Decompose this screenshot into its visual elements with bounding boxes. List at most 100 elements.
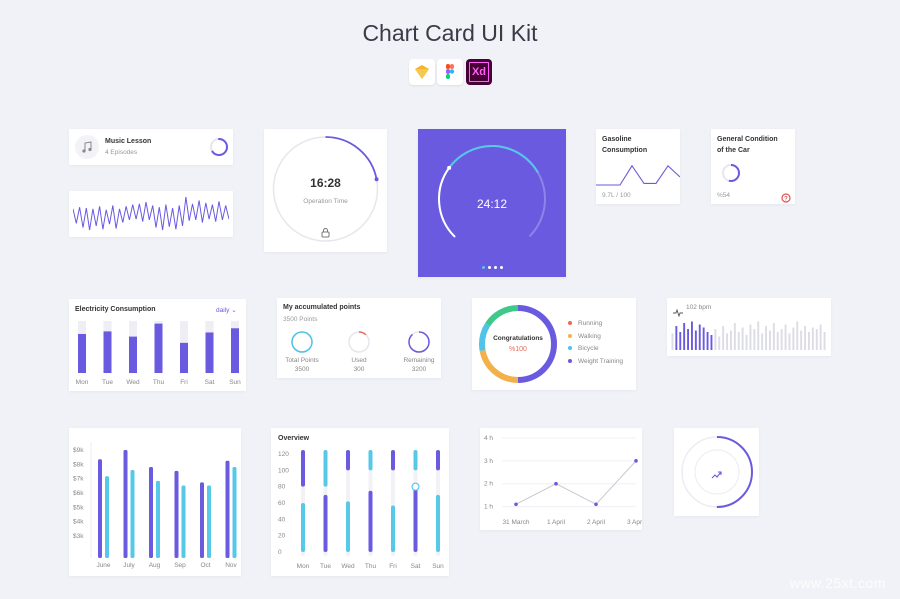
points-value: 3500: [295, 366, 310, 373]
y-tick-label: 3 h: [484, 458, 493, 465]
revenue-bar: [98, 459, 102, 558]
donut-slice: [479, 305, 557, 383]
revenue-bar: [149, 466, 153, 558]
points-ring-track: [348, 331, 370, 353]
bar: [129, 336, 137, 373]
revenue-bar: [123, 450, 128, 558]
music-progress-ring: [210, 138, 228, 156]
heart-bar: [691, 321, 693, 350]
music-title: Music Lesson: [105, 138, 152, 145]
x-tick-label: Sat: [205, 379, 215, 386]
overview-bar-high: [301, 450, 305, 487]
car-value: %54: [717, 192, 731, 199]
revenue-bar-chart: $9k $8k $7k $6k $5k $4k $3k June July Aug Sep Oct No…: [73, 442, 238, 569]
x-tick-label: Aug: [149, 562, 161, 569]
page-dot[interactable]: [487, 266, 491, 269]
music-lesson-card[interactable]: Music Lesson 4 Episodes: [69, 129, 233, 165]
heart-bar: [741, 327, 744, 350]
revenue-bar: [181, 485, 186, 558]
car-progress-ring: [722, 164, 740, 182]
x-tick-label: Nov: [225, 562, 237, 569]
lock-icon[interactable]: [320, 225, 331, 243]
timer-label: Operation Time: [303, 198, 348, 205]
hours-point: [594, 502, 598, 507]
page-dot[interactable]: [481, 266, 485, 269]
page-dot[interactable]: [493, 266, 497, 269]
points-title: My accumulated points: [283, 304, 361, 311]
hours-card: 4 h 3 h 2 h 1 h 31 March 1 April 2 April 3 Apri…: [480, 428, 642, 530]
y-tick-label: 120: [278, 451, 289, 458]
legend-label: Running: [578, 320, 603, 327]
heart-bar: [780, 329, 783, 350]
heart-bar: [753, 329, 756, 350]
help-circle-icon[interactable]: ?: [781, 190, 791, 208]
bar: [205, 332, 214, 373]
heart-bar: [796, 321, 799, 350]
heart-bar: [726, 333, 728, 350]
bar: [154, 323, 163, 373]
heart-bar: [737, 332, 740, 350]
x-tick-label: Mon: [76, 379, 89, 386]
y-tick-label: 40: [278, 516, 286, 523]
x-tick-label: June: [96, 562, 110, 569]
figma-icon: [437, 59, 463, 85]
trending-up-icon[interactable]: [711, 467, 723, 485]
heart-bar: [749, 324, 752, 350]
points-ring: [348, 331, 370, 353]
heart-bar: [815, 329, 818, 350]
activity-value: %100: [509, 346, 527, 353]
x-tick-label: Wed: [126, 379, 140, 386]
x-tick-label: Fri: [180, 379, 188, 386]
y-tick-label: 4 h: [484, 435, 493, 442]
x-tick-label: Thu: [365, 563, 377, 570]
revenue-bar: [174, 470, 179, 558]
x-tick-label: Sun: [229, 379, 241, 386]
heart-bar: [675, 326, 678, 350]
period-select[interactable]: daily ⌄: [216, 306, 237, 314]
bar: [231, 328, 239, 373]
y-tick-label: 60: [278, 500, 286, 507]
y-tick-label: 1 h: [484, 504, 493, 511]
chevron-down-icon: ⌄: [231, 307, 237, 314]
purple-timer-ring: [438, 145, 546, 238]
overview-bar-high: [391, 450, 395, 471]
heart-bar: [819, 324, 822, 350]
page-title: Chart Card UI Kit: [362, 20, 538, 46]
heart-bar: [761, 333, 764, 350]
y-tick-label: $4k: [73, 519, 84, 526]
x-tick-label: 3 April: [627, 519, 642, 526]
heart-bar: [730, 330, 732, 350]
y-tick-label: 100: [278, 467, 289, 474]
operation-timer-card: 16:28 Operation Time: [264, 129, 387, 252]
revenue-bar: [225, 460, 230, 558]
revenue-bar: [156, 480, 160, 558]
heart-rate-label: 102 bpm: [686, 304, 712, 311]
waveform-chart: [73, 196, 229, 231]
hours-point: [634, 459, 638, 463]
heart-bar: [714, 329, 717, 350]
page-dots[interactable]: [418, 256, 566, 274]
music-subtitle: 4 Episodes: [105, 149, 138, 156]
revenue-card: $9k $8k $7k $6k $5k $4k $3k June July Aug Sep Oct No…: [69, 428, 241, 576]
waveform-card: [69, 191, 233, 237]
y-tick-label: $3k: [73, 533, 84, 540]
heart-bar: [823, 332, 826, 350]
overview-bar-low: [346, 501, 350, 552]
music-note-icon: [75, 135, 99, 159]
bar: [103, 331, 112, 373]
page-dot[interactable]: [499, 266, 503, 269]
legend-item: Weight Training: [568, 358, 623, 365]
heart-bar: [800, 330, 803, 350]
timer-time: 16:28: [310, 176, 341, 190]
gasoline-title-1: Gasoline: [602, 136, 632, 143]
car-condition-card: General Condition of the Car %54 ?: [711, 129, 795, 204]
hours-line: [515, 460, 637, 505]
y-tick-label: 2 h: [484, 481, 493, 488]
heart-bar: [710, 335, 713, 350]
points-label: Used: [351, 357, 367, 364]
x-tick-label: 2 April: [587, 519, 606, 526]
heart-bar: [811, 327, 814, 350]
heart-bar: [784, 324, 787, 350]
x-tick-label: Sat: [411, 563, 421, 570]
y-tick-label: $6k: [73, 490, 84, 497]
